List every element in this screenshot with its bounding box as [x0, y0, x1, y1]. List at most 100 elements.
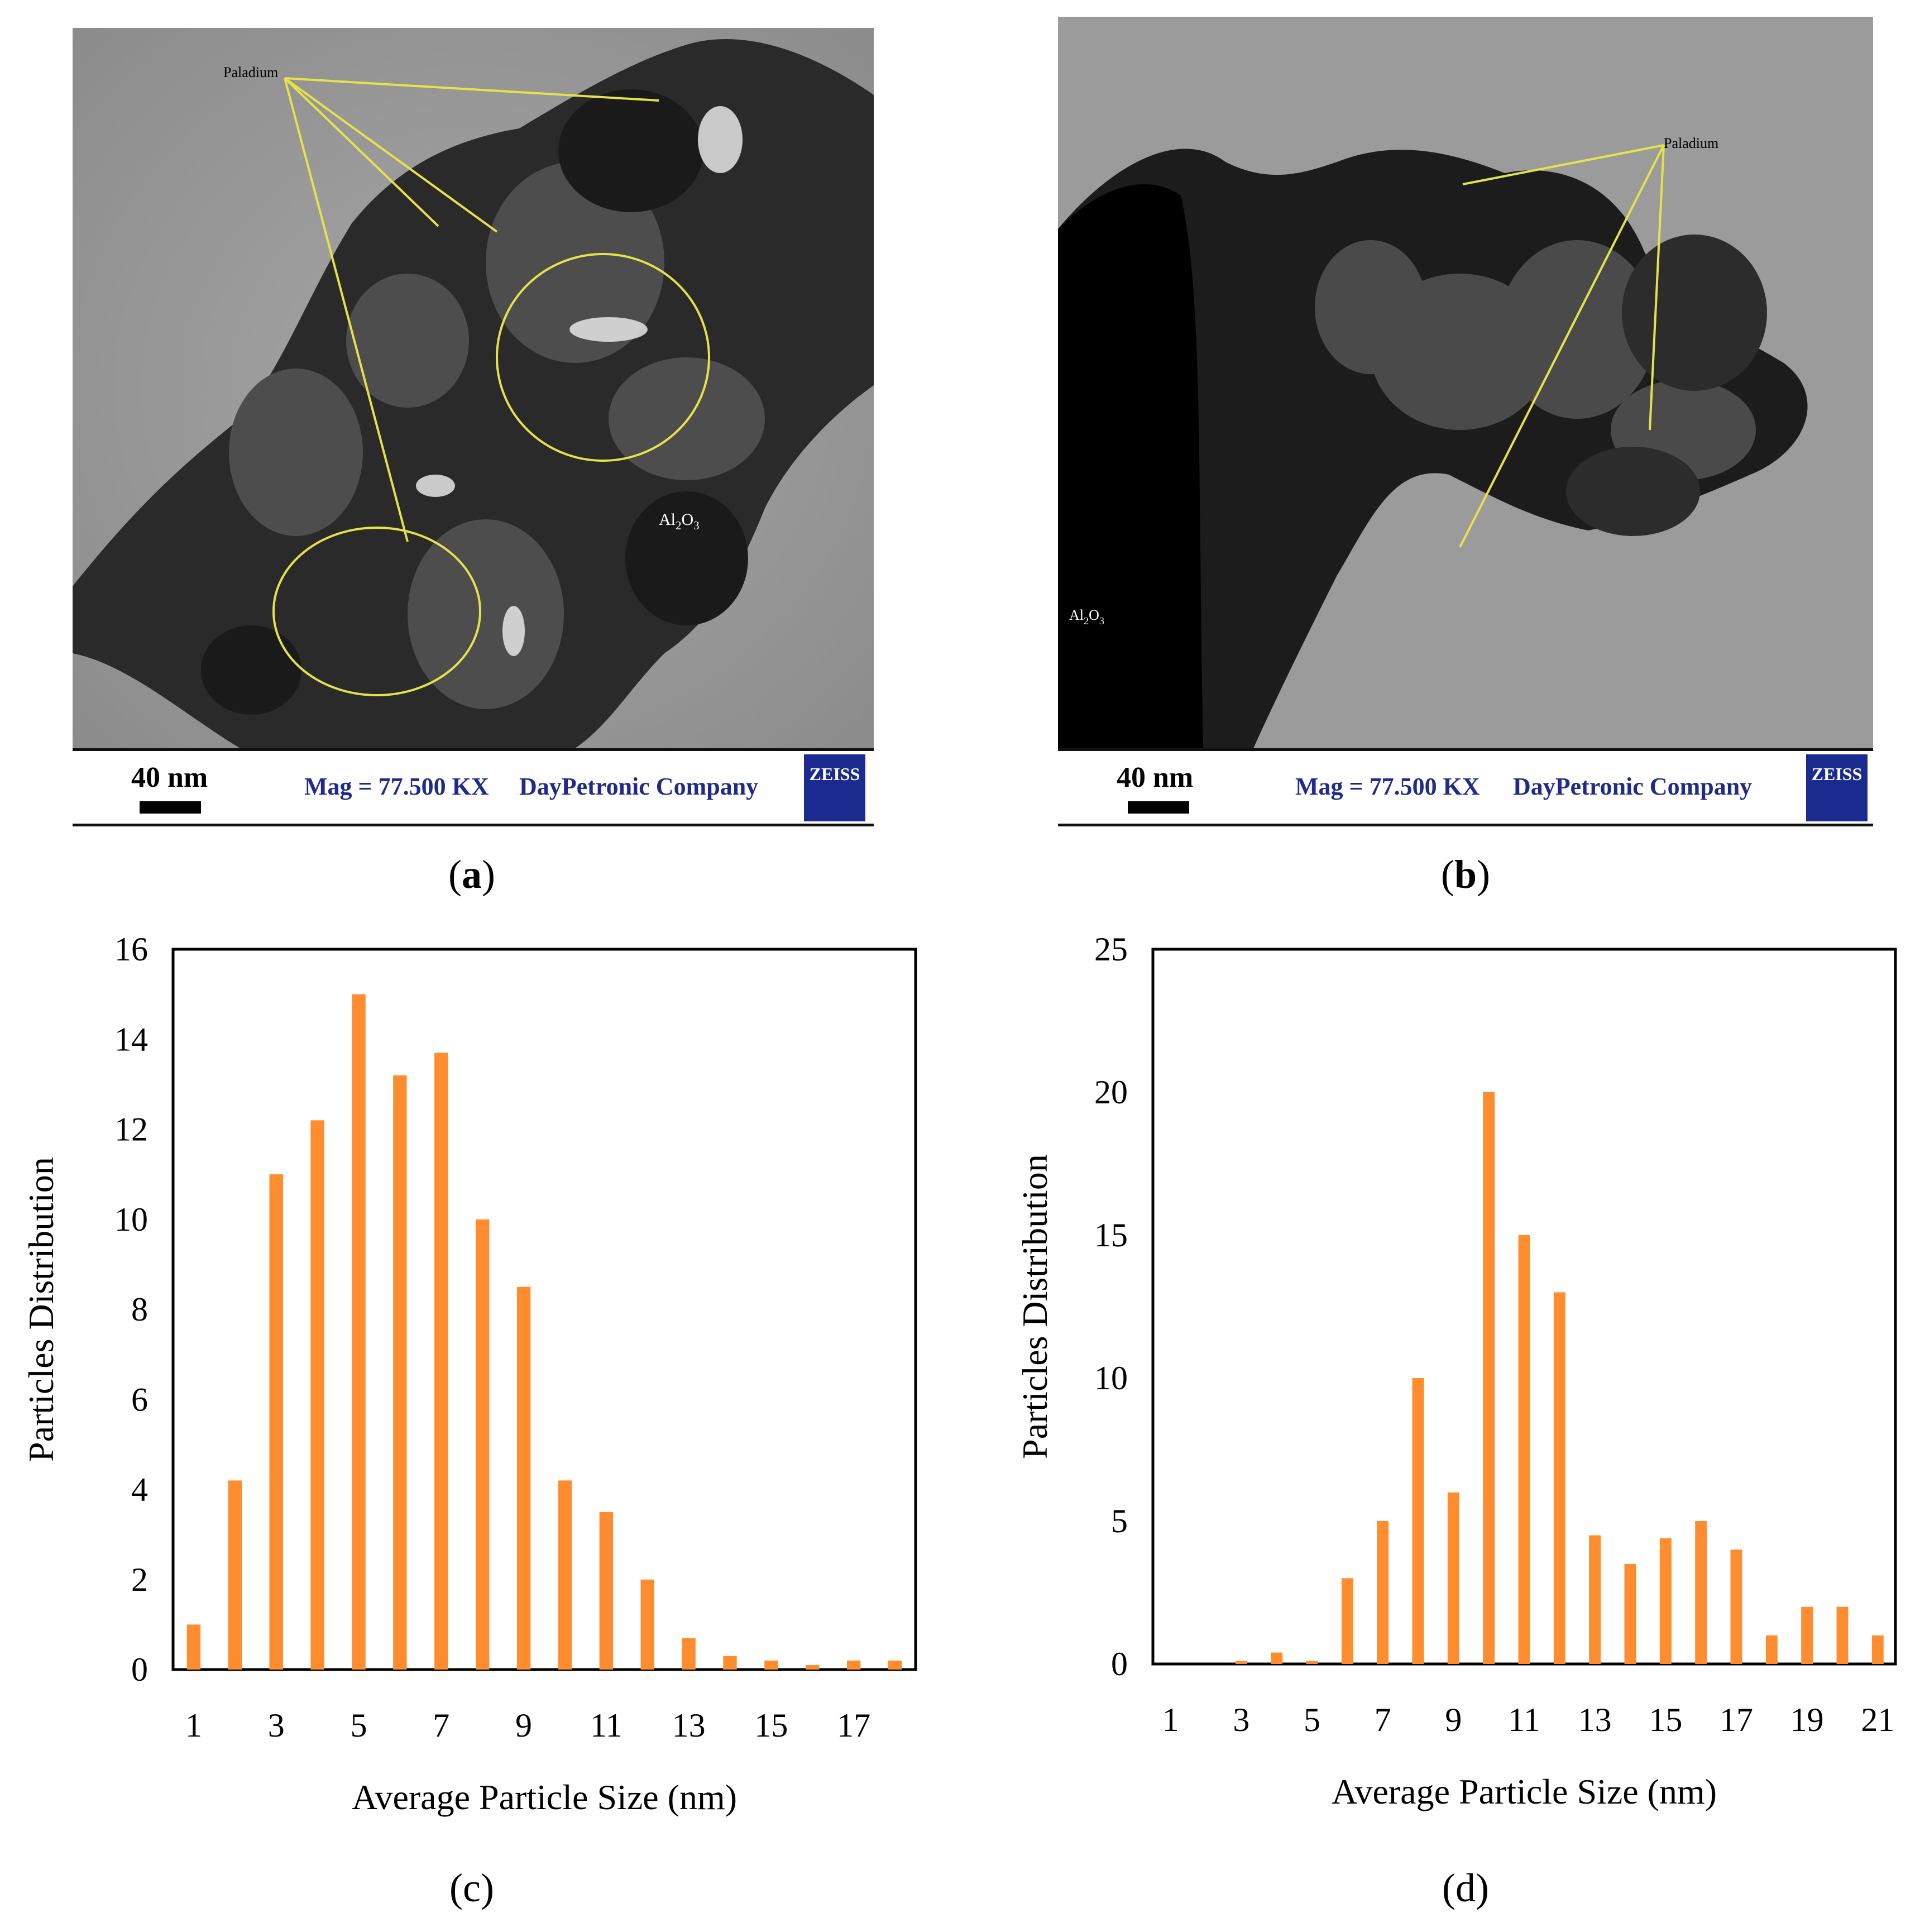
bar-1: [186, 1624, 201, 1670]
caption-a: (a): [448, 852, 495, 897]
x-tick-label: 7: [1375, 1701, 1391, 1738]
y-tick-label: 0: [1111, 1646, 1128, 1682]
x-axis-label: Average Particle Size (nm): [1332, 1772, 1717, 1811]
y-tick-label: 8: [131, 1291, 148, 1328]
caption-d-letter: d: [1455, 1866, 1476, 1910]
bar-13: [1589, 1535, 1601, 1664]
al2o3-label-b: Al2O3: [1069, 607, 1104, 627]
x-tick-label: 17: [837, 1707, 870, 1744]
x-tick-label: 9: [1445, 1701, 1462, 1738]
zeiss-logo-a: ZEISS: [804, 754, 865, 821]
bar-7: [1377, 1521, 1389, 1664]
y-tick-label: 10: [114, 1201, 148, 1238]
bar-10: [1483, 1092, 1495, 1664]
bar-11: [599, 1512, 614, 1670]
bar-15: [764, 1660, 778, 1670]
annotation-circle-2: [272, 527, 481, 696]
bar-6: [1341, 1578, 1353, 1664]
bar-9: [1447, 1492, 1459, 1664]
al2o3-label-a: Al2O3: [659, 510, 700, 532]
x-tick-label: 3: [1233, 1701, 1249, 1738]
bar-8: [475, 1219, 490, 1670]
x-tick-label: 9: [515, 1707, 532, 1744]
bar-8: [1412, 1378, 1424, 1664]
bar-16: [806, 1665, 820, 1670]
tem-info-bar-b: 40 nm Mag = 77.500 KX DayPetronic Compan…: [1058, 748, 1873, 826]
x-tick-label: 5: [1304, 1701, 1320, 1738]
caption-b-letter: b: [1454, 852, 1477, 897]
y-tick-label: 2: [131, 1561, 148, 1598]
paladium-label-b: Paladium: [1664, 135, 1718, 151]
x-tick-label: 13: [672, 1707, 706, 1744]
caption-d: (d): [1442, 1866, 1489, 1910]
bar-12: [640, 1579, 654, 1670]
tem-micrograph-b: Paladium Al2O3: [1058, 17, 1873, 748]
x-tick-label: 13: [1578, 1701, 1612, 1738]
x-axis-label: Average Particle Size (nm): [352, 1777, 737, 1817]
caption-c-letter: c: [463, 1866, 481, 1910]
bar-5: [1306, 1661, 1318, 1664]
bar-12: [1553, 1292, 1565, 1664]
tem-micrograph-a: Paladium Al2O3: [73, 28, 874, 748]
bar-18: [888, 1660, 902, 1670]
y-tick-label: 5: [1111, 1503, 1128, 1539]
annotation-lines-b: [1459, 144, 1665, 548]
y-tick-label: 14: [114, 1021, 148, 1058]
bar-10: [558, 1480, 572, 1670]
bar-21: [1871, 1635, 1884, 1664]
bar-6: [393, 1075, 407, 1670]
bar-2: [228, 1480, 242, 1670]
scale-bar-a: [140, 801, 201, 814]
bar-16: [1695, 1521, 1707, 1664]
y-tick-label: 12: [114, 1111, 148, 1148]
paladium-label-a: Paladium: [223, 64, 278, 80]
y-tick-label: 6: [131, 1381, 148, 1418]
scale-bar-label-b: 40 nm: [1117, 762, 1194, 793]
y-axis-label: Particles Distribution: [21, 1157, 61, 1462]
x-tick-label: 7: [433, 1707, 449, 1744]
annotation-lines: [272, 77, 710, 696]
bar-20: [1836, 1606, 1849, 1664]
company-text-b: DayPetronic Company: [1513, 773, 1753, 800]
x-tick-label: 1: [1162, 1701, 1179, 1738]
y-axis-label: Particles Distribution: [1015, 1154, 1055, 1459]
bar-18: [1765, 1635, 1778, 1664]
x-tick-label: 19: [1790, 1701, 1824, 1738]
bar-17: [846, 1660, 861, 1670]
bar-7: [434, 1053, 448, 1670]
y-tick-label: 16: [114, 931, 148, 968]
caption-c: (c): [449, 1866, 494, 1910]
x-tick-label: 15: [754, 1707, 788, 1744]
magnification-text-a: Mag = 77.500 KX: [304, 773, 489, 800]
scale-bar-label-a: 40 nm: [131, 762, 208, 793]
bar-14: [723, 1656, 737, 1670]
y-tick-label: 4: [131, 1471, 148, 1508]
y-tick-label: 15: [1094, 1217, 1128, 1254]
x-tick-label: 3: [268, 1707, 285, 1744]
bar-14: [1624, 1563, 1636, 1664]
x-tick-label: 17: [1720, 1701, 1753, 1738]
zeiss-logo-b: ZEISS: [1806, 754, 1868, 821]
bar-4: [1271, 1652, 1283, 1664]
bar-4: [310, 1120, 324, 1670]
x-tick-label: 1: [185, 1707, 202, 1744]
bar-11: [1518, 1235, 1530, 1664]
x-tick-label: 15: [1649, 1701, 1682, 1738]
annotation-circle-1: [496, 253, 710, 462]
bar-9: [516, 1287, 531, 1670]
tem-image-b-container: Paladium Al2O3 40 nm Mag = 77.500 KX Day…: [1058, 17, 1873, 826]
x-tick-label: 11: [590, 1707, 623, 1744]
bar-13: [682, 1638, 696, 1670]
scale-bar-b: [1128, 801, 1189, 814]
tem-image-a-container: Paladium Al2O3 40 nm Mag = 77.500 KX Day…: [73, 28, 874, 826]
company-text-a: DayPetronic Company: [519, 773, 759, 800]
caption-b: (b): [1440, 852, 1490, 897]
bar-3: [1235, 1661, 1247, 1664]
bar-15: [1659, 1538, 1672, 1664]
bar-17: [1730, 1550, 1742, 1664]
x-tick-label: 11: [1508, 1701, 1540, 1738]
y-tick-label: 25: [1094, 931, 1128, 968]
bar-3: [269, 1174, 283, 1670]
